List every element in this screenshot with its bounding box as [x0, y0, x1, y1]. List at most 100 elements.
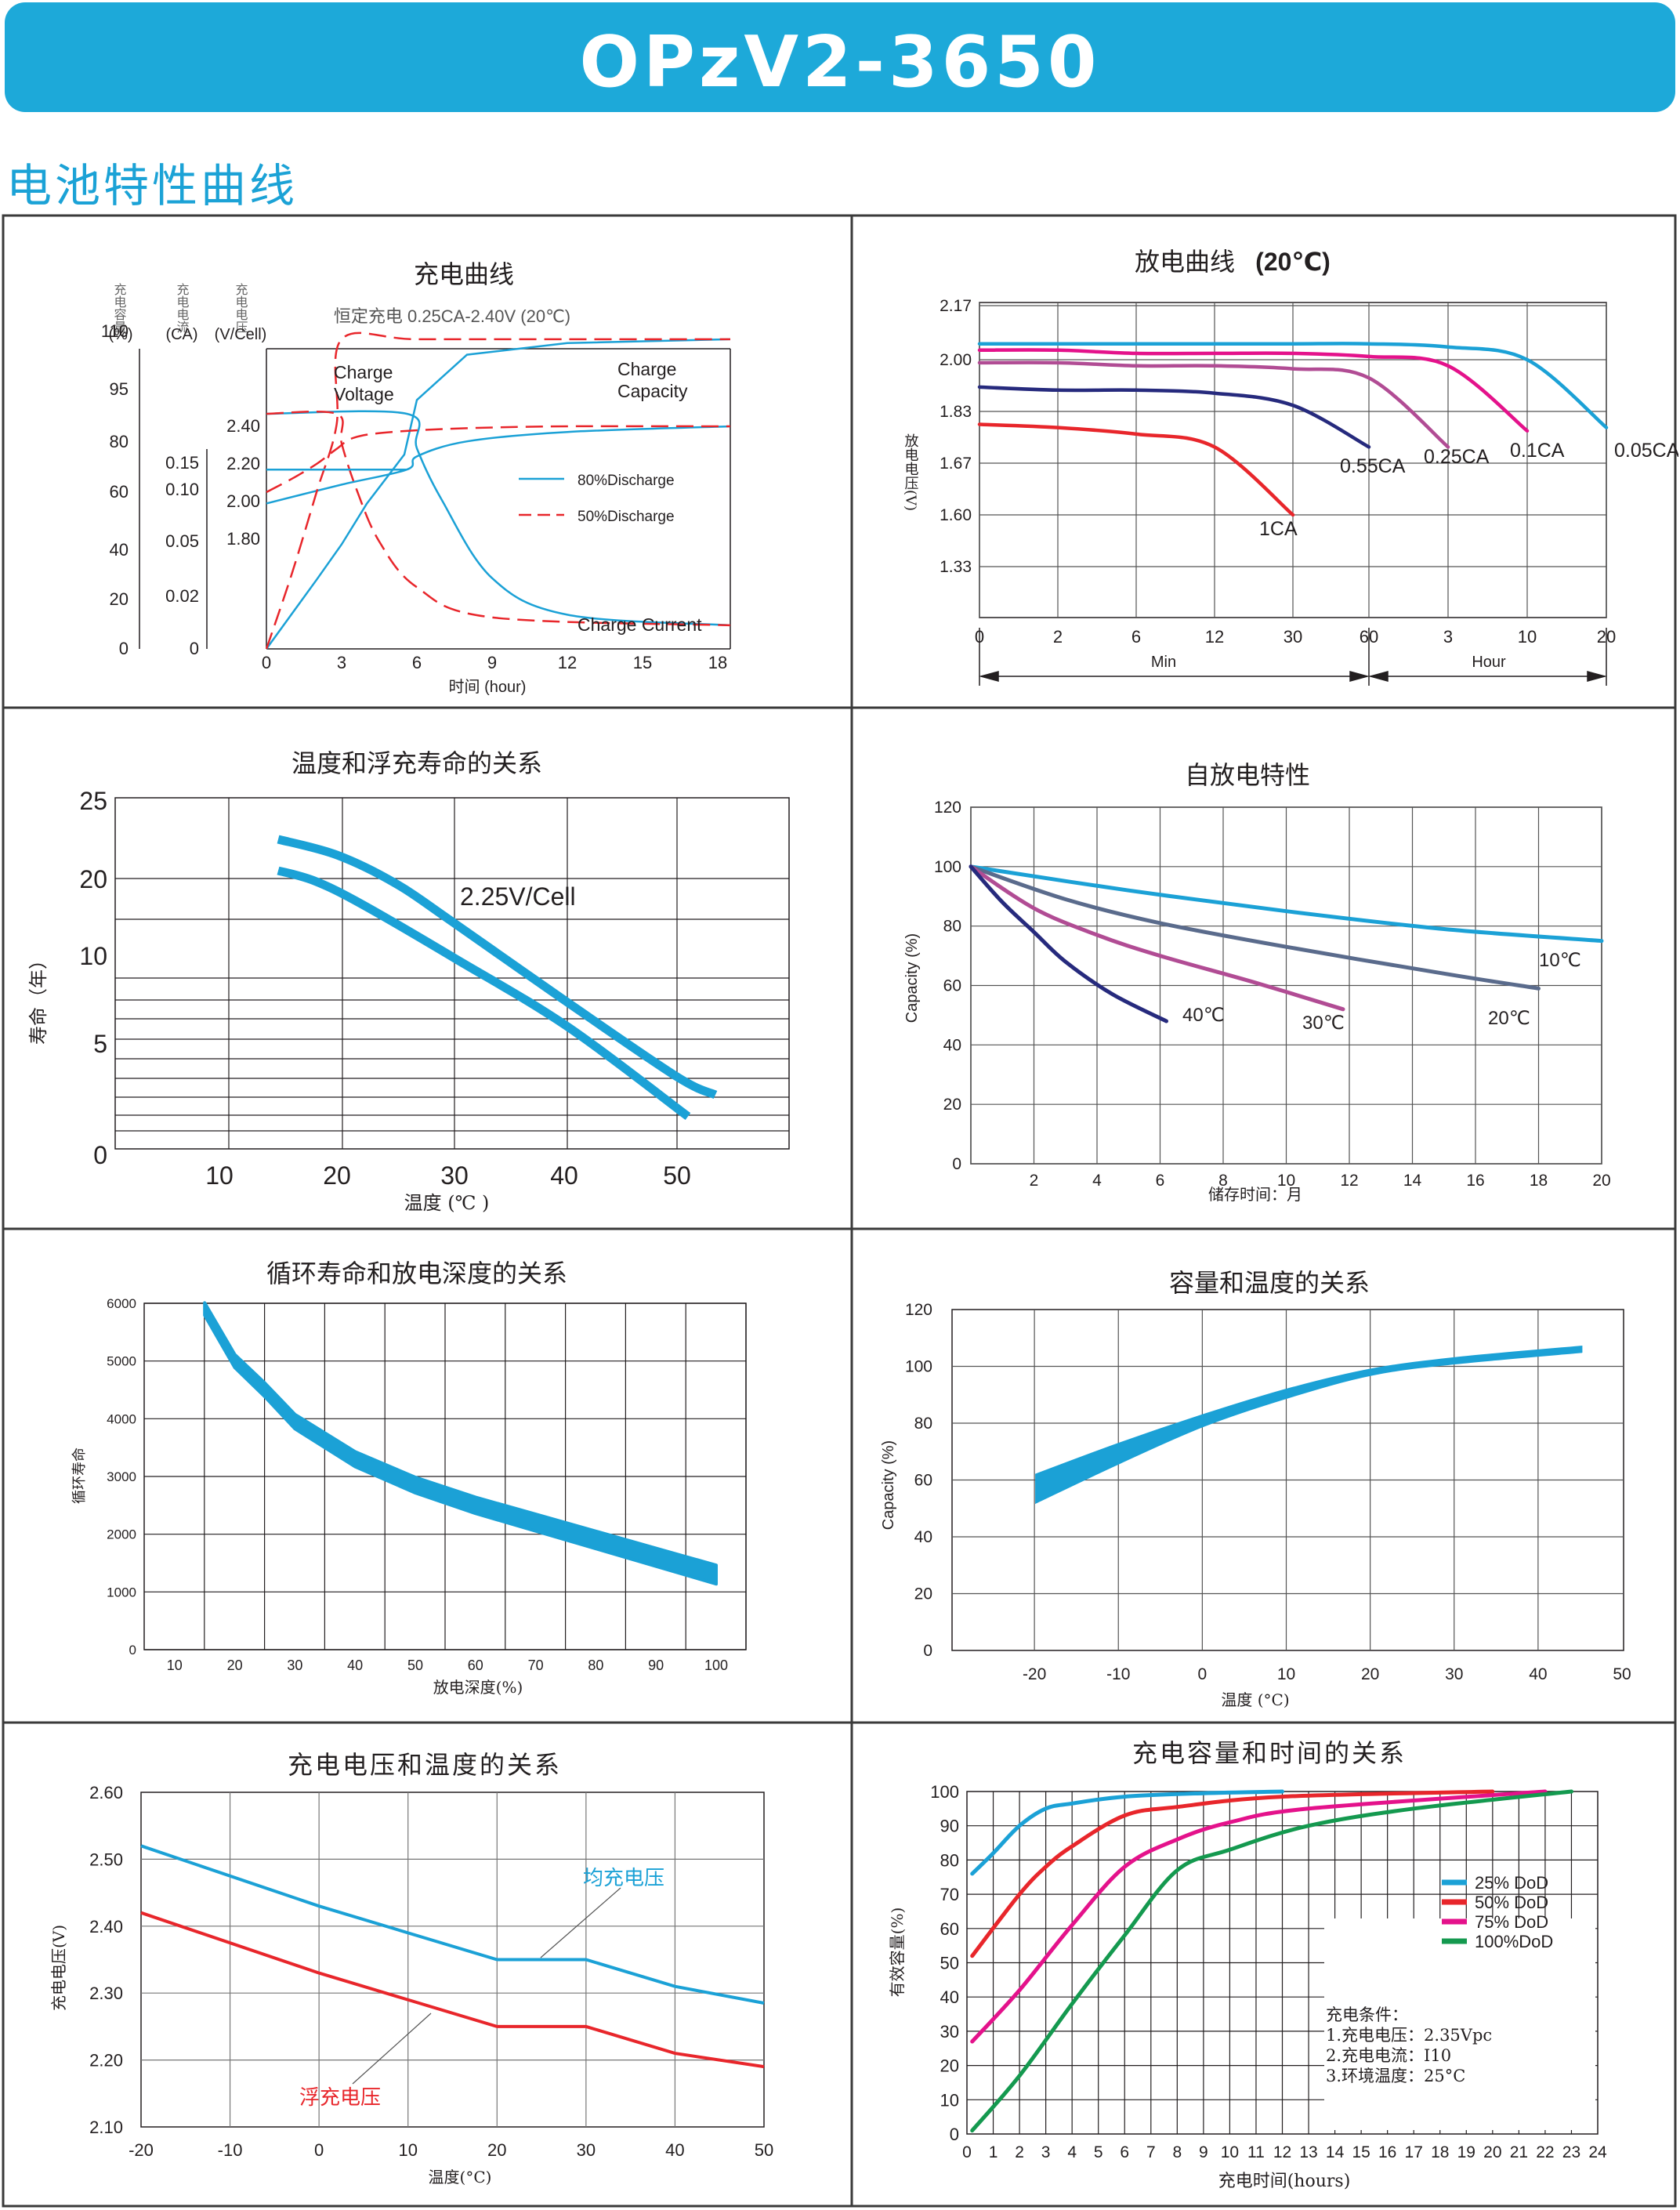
discharge-y-tick: 1.33: [940, 558, 972, 576]
self-discharge-curve-label: 30℃: [1302, 1013, 1345, 1034]
float-life-y-tick: 10: [79, 942, 107, 970]
discharge-curve-label: 0.1CA: [1510, 440, 1565, 462]
ann-voltage-2: Voltage: [334, 384, 394, 404]
capacity-time-series-line: [970, 1789, 1495, 1958]
capacity-time-y-tick: 50: [940, 1954, 959, 1973]
capacity-time-legend: 25% DoD 50% DoD 75% DoD 100%DoD: [1442, 1873, 1553, 1951]
capacity-time-x-tick: 7: [1146, 2143, 1156, 2161]
cycle-life-x-tick: 80: [588, 1658, 603, 1673]
self-discharge-ylabel: Capacity (%): [903, 933, 921, 1023]
capacity-time-y-tick: 90: [940, 1817, 959, 1836]
voltage-temp-y-tick: 2.60: [89, 1783, 123, 1802]
voltage-temp-x-tick: 0: [314, 2140, 324, 2160]
capacity-time-x-tick: 19: [1457, 2143, 1475, 2161]
self-discharge-x-tick: 14: [1403, 1172, 1422, 1190]
capacity-time-title: 充电容量和时间的关系: [1132, 1738, 1407, 1768]
float-life-series-line: [277, 835, 718, 1100]
discharge-series-line: [977, 360, 1450, 449]
cycle-life-x-tick: 30: [287, 1658, 302, 1673]
legend-75-dod: 75% DoD: [1475, 1912, 1548, 1932]
self-discharge-curve-label: 20℃: [1488, 1008, 1530, 1029]
self-discharge-series-line: [969, 864, 1604, 944]
condition-voltage: 1.充电电压：2.35Vpc: [1326, 2026, 1492, 2045]
charge-curve-chart: 充电曲线 恒定充电 0.25CA-2.40V (20℃) 充电容量 充电电流 充…: [101, 259, 731, 696]
capacity-temp-title: 容量和温度的关系: [1169, 1268, 1370, 1298]
x-tick-label: 15: [633, 653, 652, 672]
voltage-temp-y-tick: 2.10: [89, 2118, 123, 2137]
capacity-time-x-tick: 15: [1352, 2143, 1370, 2161]
self-discharge-series-line: [969, 864, 1168, 1023]
capacity-time-y-tick: 10: [940, 2090, 959, 2110]
legend-100-dod: 100%DoD: [1475, 1932, 1553, 1951]
discharge-chart-title: 放电曲线: [1135, 247, 1235, 277]
capacity-temp-y-tick: 80: [914, 1415, 932, 1433]
discharge-series-line: [977, 385, 1371, 449]
capacity-time-y-tick: 100: [930, 1782, 959, 1802]
cycle-life-y-tick: 1000: [107, 1585, 136, 1600]
capacity-time-x-tick: 17: [1405, 2143, 1423, 2161]
self-discharge-x-tick: 16: [1466, 1172, 1484, 1190]
charge-xlabel: 时间 (hour): [449, 678, 527, 696]
capacity-temp-x-tick: 40: [1529, 1665, 1547, 1683]
cycle-life-x-tick: 40: [347, 1658, 363, 1673]
capacity-temp-x-tick: -10: [1106, 1665, 1130, 1683]
ann-capacity-2: Capacity: [617, 381, 688, 401]
self-discharge-y-tick: 0: [952, 1155, 961, 1173]
voltage-temp-xlabel: 温度(°C): [429, 2168, 492, 2186]
equalize-voltage-label: 均充电压: [583, 1867, 664, 1890]
float-life-ylabel: 寿命（年）: [27, 951, 49, 1045]
volt-tick-label: 2.00: [226, 491, 260, 511]
discharge-x-tick: 3: [1443, 627, 1453, 647]
capacity-temperature-chart: 容量和温度的关系 Capacity (%) 温度 (°C) 1201008060…: [880, 1268, 1631, 1709]
cycle-life-x-tick: 90: [648, 1658, 664, 1673]
discharge-series-line: [977, 342, 1609, 429]
capacity-time-y-tick: 40: [940, 1987, 959, 2007]
cycle-life-y-tick: 2000: [107, 1527, 136, 1542]
float-life-x-tick: 20: [323, 1161, 351, 1190]
cycle-life-title: 循环寿命和放电深度的关系: [266, 1259, 567, 1288]
float-life-x-tick: 40: [550, 1161, 578, 1190]
cycle-life-x-tick: 50: [407, 1658, 423, 1673]
charge-series-line: [266, 425, 731, 505]
float-life-series-line: [277, 866, 691, 1121]
self-discharge-x-tick: 12: [1340, 1172, 1358, 1190]
capacity-time-y-tick: 70: [940, 1885, 959, 1904]
discharge-ylabel: 放电电压(V): [903, 433, 919, 511]
capacity-temp-y-tick: 60: [914, 1472, 932, 1490]
discharge-y-tick: 1.67: [940, 455, 972, 473]
capacity-time-series-line: [970, 1789, 1573, 2133]
capacity-time-chart: 充电容量和时间的关系 有效容量(%) 充电时间(hours) 100908070…: [888, 1738, 1607, 2191]
cycle-life-band: [203, 1301, 718, 1586]
self-discharge-curve-label: 40℃: [1182, 1005, 1225, 1026]
cycle-life-x-tick: 60: [468, 1658, 483, 1673]
voltage-temp-x-tick: -20: [129, 2140, 154, 2160]
condition-title: 充电条件：: [1326, 2005, 1408, 2024]
capacity-time-x-tick: 1: [989, 2143, 998, 2161]
cur-tick-label: 0.15: [165, 453, 199, 473]
volt-axis-name: 充电电压: [234, 283, 248, 333]
voltage-temp-x-tick: 30: [577, 2140, 596, 2160]
discharge-y-tick: 1.83: [940, 403, 972, 421]
discharge-x-tick: 12: [1205, 627, 1224, 647]
voltage-temp-y-tick: 2.40: [89, 1917, 123, 1936]
capacity-temp-y-tick: 120: [905, 1301, 932, 1319]
cap-axis-name: 充电容量: [112, 283, 127, 333]
charge-chart-subtitle: 恒定充电 0.25CA-2.40V (20℃): [334, 306, 570, 326]
cur-tick-label: 0.10: [165, 480, 199, 499]
condition-current: 2.充电电流：I10: [1326, 2046, 1451, 2065]
capacity-time-xlabel: 充电时间(hours): [1218, 2172, 1351, 2191]
float-life-annotation: 2.25V/Cell: [460, 882, 576, 911]
cycle-life-x-tick: 20: [227, 1658, 243, 1673]
charge-conditions: 充电条件： 1.充电电压：2.35Vpc 2.充电电流：I10 3.环境温度：2…: [1326, 2005, 1492, 2085]
capacity-time-x-tick: 13: [1299, 2143, 1317, 2161]
unit-min: Min: [1151, 654, 1176, 671]
product-title: OPzV2-3650: [579, 21, 1101, 103]
float-life-y-tick: 0: [93, 1141, 107, 1169]
ann-capacity-1: Charge: [617, 359, 676, 379]
capacity-time-x-tick: 10: [1221, 2143, 1239, 2161]
voltage-temp-y-tick: 2.30: [89, 1984, 123, 2003]
voltage-temp-y-tick: 2.20: [89, 2051, 123, 2071]
voltage-temp-series-line: [140, 1844, 765, 2005]
x-tick-label: 18: [708, 653, 727, 672]
self-discharge-curve-label: 10℃: [1539, 950, 1581, 971]
